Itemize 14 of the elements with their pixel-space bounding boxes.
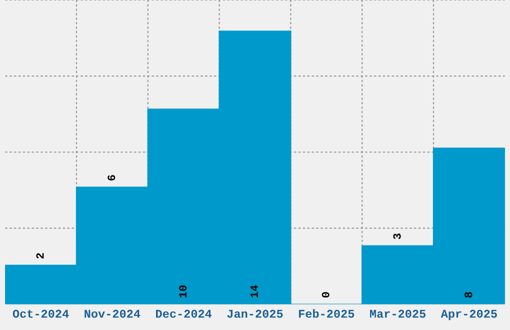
x-tick-label: Feb-2025 [299,309,354,318]
x-tick-label: Jan-2025 [227,310,283,318]
x-tick-label: Apr-2025 [440,310,497,320]
x-tick-label: Dec-2024 [156,310,212,318]
x-tick-label: Mar-2025 [370,310,426,318]
data-label: 3 [393,234,401,240]
x-tick-label: Nov-2024 [84,310,140,318]
data-label: 6 [108,175,116,180]
data-label: 2 [36,253,44,258]
data-label: 14 [250,285,258,298]
data-label: 0 [322,292,330,298]
data-label: 8 [464,292,472,298]
data-label: 10 [179,285,187,298]
x-tick-label: Oct-2024 [12,310,69,318]
